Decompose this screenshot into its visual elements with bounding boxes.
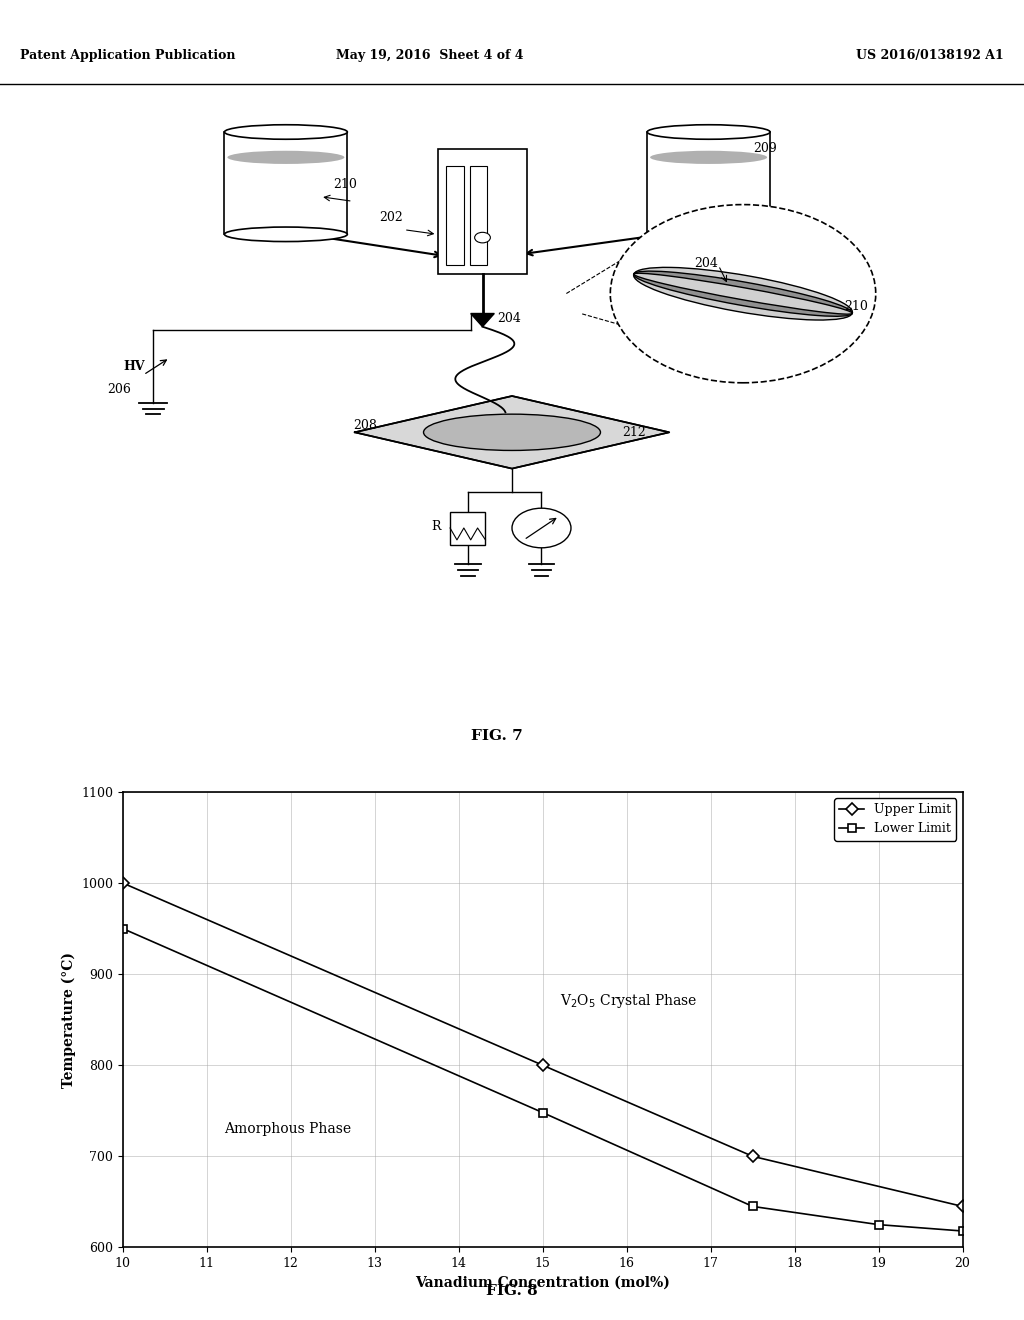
Text: 206: 206 (106, 383, 131, 396)
Ellipse shape (227, 150, 344, 164)
Text: 210: 210 (333, 178, 357, 191)
Text: 204: 204 (694, 257, 718, 271)
Text: 204: 204 (498, 312, 521, 325)
Circle shape (475, 232, 490, 243)
Ellipse shape (647, 125, 770, 140)
Bar (470, 166, 487, 265)
Text: R: R (431, 520, 441, 533)
Bar (227, 157, 344, 231)
Text: 209: 209 (753, 141, 776, 154)
Lower Limit (956, 1224, 969, 1239)
Upper Limit (117, 875, 129, 891)
Text: FIG. 8: FIG. 8 (486, 1284, 538, 1298)
Legend: Upper Limit, Lower Limit: Upper Limit, Lower Limit (835, 799, 956, 841)
Ellipse shape (634, 273, 852, 314)
Ellipse shape (634, 268, 852, 319)
Ellipse shape (224, 125, 347, 140)
Text: May 19, 2016  Sheet 4 of 4: May 19, 2016 Sheet 4 of 4 (336, 49, 524, 62)
Polygon shape (354, 396, 670, 469)
Upper Limit (537, 1057, 549, 1073)
Line: Upper Limit: Upper Limit (119, 879, 967, 1210)
Lower Limit (872, 1217, 885, 1233)
X-axis label: Vanadium Concentration (mol%): Vanadium Concentration (mol%) (416, 1275, 670, 1290)
Y-axis label: Temperature (°C): Temperature (°C) (61, 952, 76, 1088)
Lower Limit (117, 920, 129, 936)
Bar (438, 149, 526, 275)
Ellipse shape (424, 414, 600, 450)
Ellipse shape (650, 150, 767, 164)
Upper Limit (746, 1148, 759, 1164)
Text: US 2016/0138192 A1: US 2016/0138192 A1 (856, 49, 1004, 62)
Text: V$_2$O$_5$ Crystal Phase: V$_2$O$_5$ Crystal Phase (559, 993, 697, 1011)
Bar (224, 132, 347, 235)
Text: FIG. 7: FIG. 7 (471, 729, 523, 743)
Ellipse shape (224, 227, 347, 242)
Text: 210: 210 (844, 300, 868, 313)
Circle shape (610, 205, 876, 383)
Circle shape (512, 508, 571, 548)
Text: 212: 212 (623, 425, 646, 438)
Text: 202: 202 (379, 211, 403, 224)
Polygon shape (471, 314, 495, 327)
Text: 208: 208 (352, 418, 377, 432)
Bar (451, 511, 485, 544)
Text: Patent Application Publication: Patent Application Publication (20, 49, 236, 62)
Bar (647, 132, 770, 235)
Lower Limit (746, 1199, 759, 1214)
Text: HV: HV (124, 359, 145, 372)
Line: Lower Limit: Lower Limit (119, 924, 967, 1236)
Text: Amorphous Phase: Amorphous Phase (223, 1122, 351, 1137)
Lower Limit (537, 1105, 549, 1121)
Bar (446, 166, 464, 265)
Upper Limit (956, 1199, 969, 1214)
Bar (650, 157, 767, 231)
Ellipse shape (634, 271, 852, 317)
Ellipse shape (647, 227, 770, 242)
